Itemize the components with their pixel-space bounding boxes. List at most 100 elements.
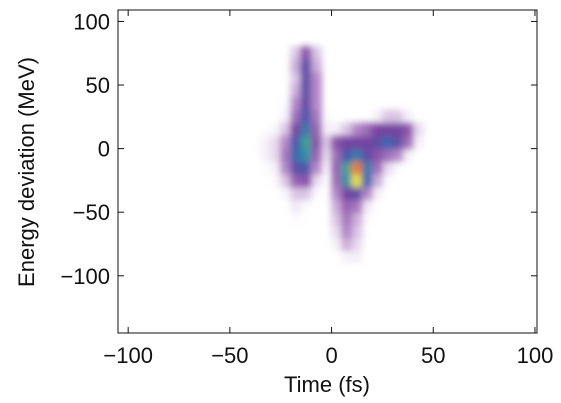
heat-cell [381,109,394,124]
heat-cell [321,85,332,99]
heat-cell [331,59,342,73]
heat-cell [290,237,301,251]
heat-cell [311,224,322,238]
heat-cell [331,46,342,60]
heat-cell [392,97,403,111]
heat-cell [402,85,413,99]
heat-cell [290,250,301,264]
heat-cell [270,199,281,213]
heat-cell [311,237,322,251]
heat-cell [351,97,362,111]
heat-cell [280,199,291,213]
heat-cell [270,46,281,60]
heat-cell [270,97,281,111]
heat-cell [270,110,281,124]
heat-cell [280,148,292,162]
heat-cell [290,198,302,213]
heat-cell [341,148,353,162]
heat-cell [361,173,373,188]
heat-cell [381,148,394,162]
heat-cell [331,198,343,213]
heat-cell [351,211,363,226]
heat-cell [372,72,383,86]
heat-cell [372,250,383,264]
heat-cell [290,122,302,137]
heat-cell [372,224,383,238]
x-tick-label: −50 [211,343,248,368]
heat-cell [280,186,292,200]
heat-cell [351,85,362,99]
heat-cell [412,250,423,264]
heat-cell [331,186,343,200]
heatmap [259,46,424,264]
heat-cell [331,135,343,150]
heat-cell [259,135,272,150]
heat-cell [290,46,302,61]
heat-cell [320,109,333,124]
heat-cell [311,199,322,213]
heat-cell [321,224,332,238]
heat-cell [402,250,413,264]
heat-cell [381,122,394,137]
y-tick-label: 50 [86,73,110,98]
heat-cell [351,224,363,239]
heat-cell [351,186,363,200]
heat-cell [392,224,403,238]
heat-cell [371,173,383,188]
heat-cell [402,174,413,188]
heat-cell [392,237,403,251]
heat-cell [402,237,413,251]
heat-cell [280,212,291,226]
heat-cell [382,250,393,264]
heat-cell [310,59,322,73]
heat-cell [260,224,271,238]
heat-cell [412,148,423,162]
x-tick-label: 0 [325,343,337,368]
heat-cell [341,59,352,73]
heat-cell [310,71,322,86]
heat-cell [270,224,281,238]
heat-cell [351,237,363,251]
heat-cell [290,97,302,111]
heat-cell [270,237,281,251]
heat-cell [362,85,373,99]
heat-cell [270,160,282,175]
heat-cell [260,97,271,111]
heat-cell [300,148,312,162]
heat-cell [270,173,282,188]
heat-cell [300,173,312,188]
heat-cell [331,160,343,175]
heat-cell [362,59,373,73]
heat-cell [290,211,302,226]
heat-cell [301,250,312,264]
heat-cell [341,135,353,150]
heat-cell [310,135,322,150]
heat-cell [280,85,291,99]
x-tick-label: −100 [103,343,153,368]
y-tick-label: −100 [60,264,110,289]
heat-cell [310,186,322,200]
heat-cell [300,84,312,99]
heat-cell [270,250,281,264]
heat-cell [290,173,302,188]
heat-cell [361,198,373,213]
heat-cell [290,135,302,150]
heat-cell [392,250,403,264]
heat-cell [301,212,312,226]
heat-cell [341,85,352,99]
heat-cell [371,160,383,175]
heat-cell [320,135,333,150]
heat-cell [290,186,302,200]
heat-cell [371,148,383,162]
heat-cell [321,212,332,226]
heat-cell [300,135,312,150]
heat-cell [412,237,423,251]
heat-cell [259,160,272,175]
heat-cell [280,135,292,150]
heat-cell [362,110,373,124]
heat-cell [392,160,404,175]
heat-cell [300,59,312,73]
heat-cell [381,135,394,150]
heat-cell [392,72,403,86]
heat-cell [311,250,322,264]
